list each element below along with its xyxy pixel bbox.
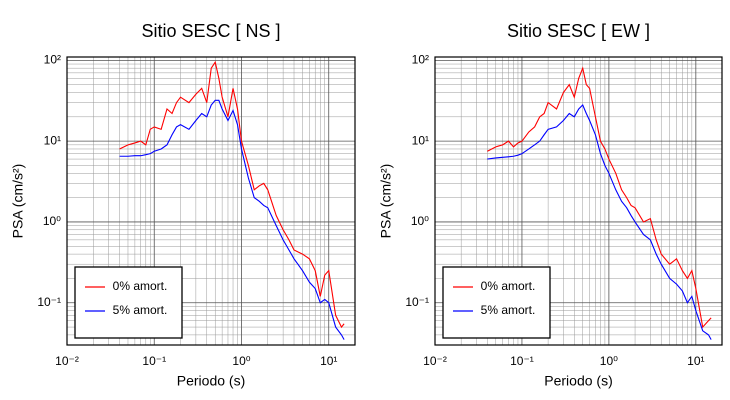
y-tick-label: 10¹ [412, 133, 429, 147]
y-tick-label: 10¹ [44, 133, 61, 147]
subplot: 10⁻² 10⁻¹ 10⁰ 10¹ 10⁻¹ 10⁰ 10¹ 10² Sitio SESC [ … [10, 21, 356, 389]
legend: 0% amort. 5% amort. [442, 266, 551, 339]
series-line [119, 60, 345, 329]
chart-title: Sitio SESC [ NS ] [141, 21, 280, 41]
y-tick-label: 10⁻¹ [405, 295, 429, 309]
chart-title: Sitio SESC [ EW ] [507, 21, 650, 41]
x-tick-label: 10⁻² [423, 354, 447, 368]
legend-label: 5% amort. [113, 303, 168, 317]
x-tick-label: 10⁰ [232, 354, 250, 368]
plot-frame [434, 56, 723, 346]
x-axis-label: Periodo (s) [177, 373, 245, 389]
legend: 0% amort. 5% amort. [74, 266, 183, 339]
x-tick-label: 10⁰ [600, 354, 618, 368]
legend-box [74, 266, 183, 339]
y-axis-label: PSA (cm/s²) [10, 164, 26, 239]
y-tick-label: 10⁻¹ [37, 295, 61, 309]
plot-frame [66, 56, 356, 346]
y-tick-label: 10⁰ [411, 214, 429, 228]
y-tick-label: 10² [412, 53, 429, 67]
legend-label: 5% amort. [481, 303, 536, 317]
y-tick-label: 10² [44, 53, 61, 67]
legend-box [442, 266, 551, 339]
legend-label: 0% amort. [481, 279, 536, 293]
series-line [119, 99, 345, 340]
y-axis-label: PSA (cm/s²) [378, 164, 394, 239]
subplot: 10⁻² 10⁻¹ 10⁰ 10¹ 10⁻¹ 10⁰ 10¹ 10² Sitio SESC [ … [378, 21, 723, 389]
y-tick-label: 10⁰ [43, 214, 61, 228]
x-tick-label: 10¹ [320, 354, 337, 368]
legend-label: 0% amort. [113, 279, 168, 293]
x-tick-label: 10⁻¹ [142, 354, 166, 368]
series-line [487, 66, 712, 329]
x-axis-label: Periodo (s) [544, 373, 612, 389]
x-tick-label: 10⁻² [55, 354, 79, 368]
x-tick-label: 10⁻¹ [510, 354, 534, 368]
series-line [487, 104, 712, 340]
x-tick-label: 10¹ [687, 354, 704, 368]
